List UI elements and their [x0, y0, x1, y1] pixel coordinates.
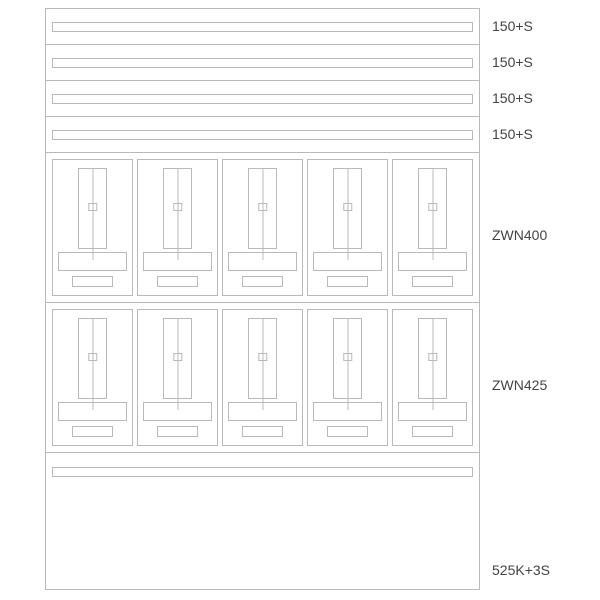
- row-label: 150+S: [492, 18, 533, 34]
- module-slot: [412, 426, 453, 437]
- module-knob: [173, 203, 182, 211]
- module-stem: [177, 168, 178, 260]
- row-label: ZWN400: [492, 227, 547, 243]
- row-0: [46, 9, 479, 45]
- module-base: [143, 402, 213, 421]
- module-base: [398, 252, 468, 271]
- module-slot: [72, 426, 113, 437]
- row-1: [46, 45, 479, 81]
- module-stem: [262, 168, 263, 260]
- module-stem: [347, 318, 348, 410]
- din-rail: [52, 94, 473, 104]
- module-slot: [242, 276, 283, 287]
- row-3: [46, 117, 479, 153]
- module-stem: [92, 168, 93, 260]
- module-stem: [92, 318, 93, 410]
- module-base: [228, 252, 298, 271]
- module-base: [313, 252, 383, 271]
- din-rail: [52, 22, 473, 32]
- module-row: [52, 159, 473, 296]
- module-knob: [428, 353, 437, 361]
- fuse-module: [52, 159, 133, 296]
- row-6: [46, 453, 479, 591]
- cabinet-diagram: [45, 8, 480, 590]
- module-knob: [88, 353, 97, 361]
- fuse-module: [307, 309, 388, 446]
- module-base: [398, 402, 468, 421]
- row-label: 150+S: [492, 54, 533, 70]
- fuse-module: [137, 309, 218, 446]
- row-label: 150+S: [492, 126, 533, 142]
- module-slot: [242, 426, 283, 437]
- din-rail: [52, 130, 473, 140]
- module-knob: [88, 203, 97, 211]
- module-slot: [157, 276, 198, 287]
- module-stem: [347, 168, 348, 260]
- row-5: [46, 303, 479, 453]
- module-knob: [258, 203, 267, 211]
- fuse-module: [137, 159, 218, 296]
- module-row: [52, 309, 473, 446]
- module-slot: [157, 426, 198, 437]
- module-slot: [327, 426, 368, 437]
- module-knob: [343, 203, 352, 211]
- fuse-module: [392, 309, 473, 446]
- module-stem: [177, 318, 178, 410]
- module-base: [228, 402, 298, 421]
- module-stem: [262, 318, 263, 410]
- fuse-module: [52, 309, 133, 446]
- fuse-module: [392, 159, 473, 296]
- fuse-module: [307, 159, 388, 296]
- row-label: ZWN425: [492, 377, 547, 393]
- module-base: [143, 252, 213, 271]
- row-2: [46, 81, 479, 117]
- module-stem: [432, 318, 433, 410]
- din-rail: [52, 58, 473, 68]
- module-stem: [432, 168, 433, 260]
- fuse-module: [222, 159, 303, 296]
- din-rail: [52, 467, 473, 477]
- row-4: [46, 153, 479, 303]
- fuse-module: [222, 309, 303, 446]
- module-base: [313, 402, 383, 421]
- row-label: 525K+3S: [492, 562, 550, 578]
- module-knob: [173, 353, 182, 361]
- module-knob: [258, 353, 267, 361]
- module-knob: [343, 353, 352, 361]
- module-slot: [327, 276, 368, 287]
- module-knob: [428, 203, 437, 211]
- module-slot: [412, 276, 453, 287]
- module-base: [58, 252, 128, 271]
- module-base: [58, 402, 128, 421]
- row-label: 150+S: [492, 90, 533, 106]
- module-slot: [72, 276, 113, 287]
